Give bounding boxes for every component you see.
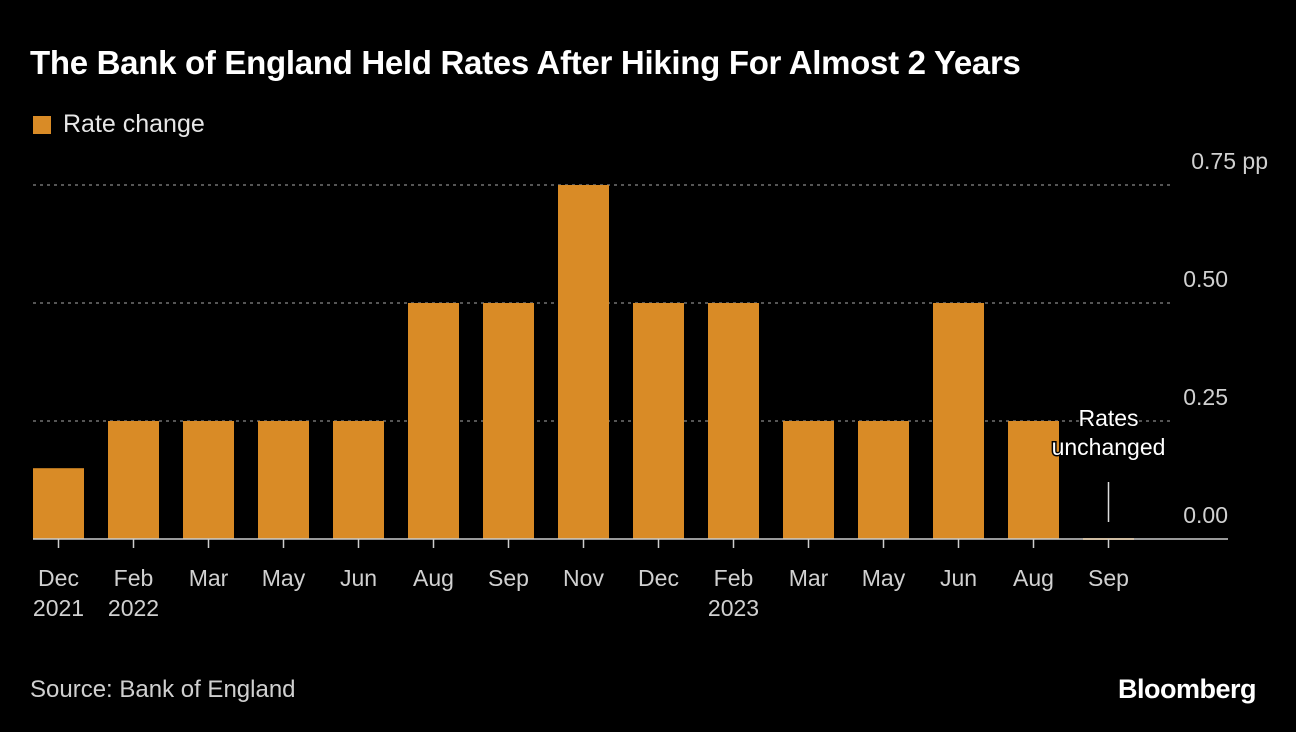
bar <box>258 421 309 539</box>
x-tick-label: Sep <box>488 565 529 591</box>
x-tick-label: Dec <box>38 565 79 591</box>
x-tick-label: May <box>862 565 906 591</box>
bar <box>408 303 459 539</box>
y-tick-label: 0.50 <box>1183 266 1228 292</box>
bar <box>1008 421 1059 539</box>
legend-label: Rate change <box>63 110 205 138</box>
x-tick-label: Nov <box>563 565 604 591</box>
x-tick-label: May <box>262 565 306 591</box>
bar <box>183 421 234 539</box>
bloomberg-logo: Bloomberg <box>1117 674 1257 704</box>
x-tick-label: Mar <box>789 565 829 591</box>
bar <box>633 303 684 539</box>
x-tick-label: Dec <box>638 565 679 591</box>
legend-swatch <box>33 115 51 134</box>
y-tick-label: 0.25 <box>1183 384 1228 410</box>
bar <box>483 303 534 539</box>
y-tick-label: 0.00 <box>1183 502 1228 528</box>
bar <box>933 303 984 539</box>
x-tick-label: Jun <box>340 565 377 591</box>
legend: Rate change <box>33 110 205 139</box>
x-tick-label: Sep <box>1088 565 1129 591</box>
bar <box>558 185 609 539</box>
x-tick-label: 2022 <box>108 595 159 621</box>
x-tick-label: 2023 <box>708 595 759 621</box>
x-tick-label: Jun <box>940 565 977 591</box>
bar <box>33 468 84 539</box>
x-tick-label: Aug <box>413 565 454 591</box>
bar <box>783 421 834 539</box>
y-tick-label: 0.75 pp <box>1191 148 1268 174</box>
x-tick-label: Mar <box>189 565 229 591</box>
x-tick-label: Feb <box>714 565 754 591</box>
source-note: Source: Bank of England <box>30 676 296 703</box>
x-tick-label: 2021 <box>33 595 84 621</box>
x-tick-label: Aug <box>1013 565 1054 591</box>
bar <box>108 421 159 539</box>
chart-title: The Bank of England Held Rates After Hik… <box>30 44 1021 81</box>
x-tick-label: Feb <box>114 565 154 591</box>
bar <box>708 303 759 539</box>
bar <box>858 421 909 539</box>
bar <box>333 421 384 539</box>
annotation-text: unchanged <box>1052 434 1166 460</box>
annotation-text: Rates <box>1078 405 1138 431</box>
